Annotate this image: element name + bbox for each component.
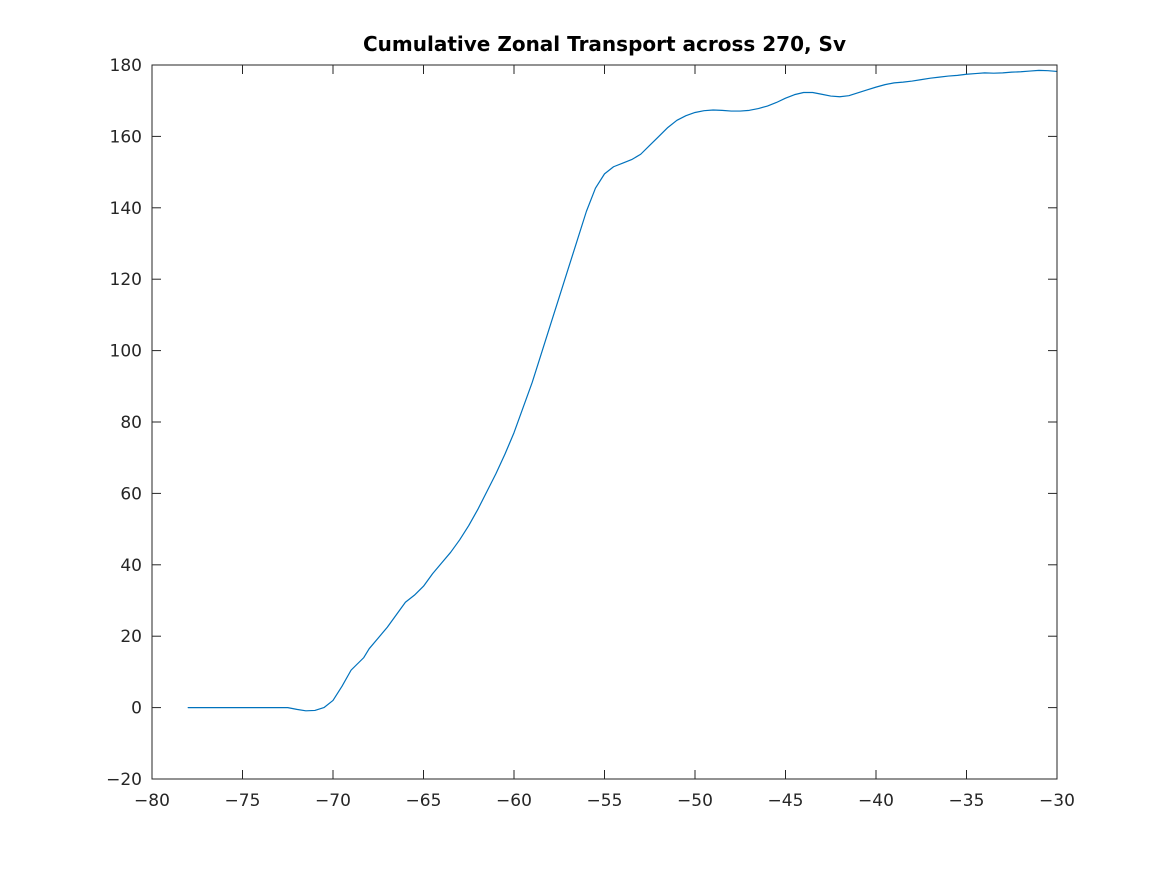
x-tick-label: −30 (1039, 791, 1075, 811)
y-tick-label: 80 (120, 413, 142, 433)
y-tick-label: 120 (110, 270, 142, 290)
y-tick-label: 140 (110, 199, 142, 219)
x-tick-label: −40 (858, 791, 894, 811)
x-tick-label: −60 (496, 791, 532, 811)
x-tick-label: −50 (677, 791, 713, 811)
x-tick-label: −65 (406, 791, 442, 811)
x-tick-label: −45 (768, 791, 804, 811)
x-tick-label: −80 (134, 791, 170, 811)
y-tick-label: 60 (120, 484, 142, 504)
y-tick-label: 100 (110, 342, 142, 362)
y-tick-label: 160 (110, 127, 142, 147)
x-tick-label: −35 (949, 791, 985, 811)
series-layer (187, 69, 1058, 712)
y-tick-label: 40 (120, 556, 142, 576)
y-tick-label: 20 (120, 627, 142, 647)
x-axis: −80 −75 −70 −65 −60 −55 −50 −45 −40 −35 −30 (134, 65, 1075, 811)
chart-title: Cumulative Zonal Transport across 270, S… (363, 32, 846, 56)
x-tick-label: −75 (225, 791, 261, 811)
y-tick-label: 180 (110, 56, 142, 76)
x-tick-label: −55 (587, 791, 623, 811)
x-tick-label: −70 (315, 791, 351, 811)
plot-area-frame (151, 64, 1058, 780)
y-tick-label: −20 (106, 770, 142, 790)
series-line (187, 69, 1058, 712)
y-tick-label: 0 (131, 699, 142, 719)
y-axis: −20 0 20 40 60 80 100 120 140 160 180 (106, 56, 1057, 790)
